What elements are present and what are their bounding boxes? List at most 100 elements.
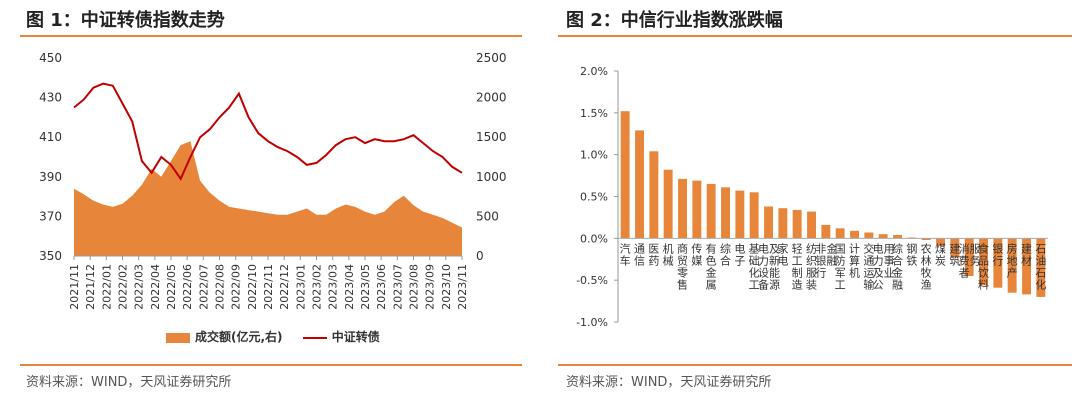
svg-text:品: 品 [978, 254, 989, 267]
category-label: 建筑 [949, 241, 960, 267]
x-axis-tick-label: 2023/02 [311, 264, 324, 310]
x-axis-tick-label: 2023/06 [375, 264, 388, 310]
bottom-rule [20, 364, 522, 366]
industry-bar [921, 238, 931, 240]
industry-bar [878, 234, 888, 239]
category-label: 计算机 [849, 242, 860, 279]
svg-text:车: 车 [620, 253, 631, 267]
svg-text:炭: 炭 [935, 254, 946, 267]
svg-text:轻: 轻 [792, 241, 803, 255]
convertible-index-chart: 450 430 410 390 370 350 2500 2000 1500 1000 500 0 20… [39, 51, 507, 310]
category-label: 钢铁 [906, 242, 917, 267]
svg-text:售: 售 [677, 277, 688, 291]
svg-text:备: 备 [758, 277, 769, 291]
industry-bar [893, 235, 902, 239]
volume-area [74, 141, 462, 256]
industry-bar [778, 208, 788, 239]
svg-text:医: 医 [648, 242, 659, 255]
x-axis-tick-label: 2022/08 [214, 264, 227, 310]
industry-bar [692, 180, 702, 239]
industry-bar [821, 224, 831, 239]
x-axis-tick-label: 2022/02 [117, 264, 130, 310]
svg-text:新: 新 [769, 253, 780, 267]
svg-text:煤: 煤 [935, 242, 946, 255]
svg-text:通: 通 [863, 254, 874, 267]
industry-change-chart: 2.0%1.5%1.0%0.5%0.0%-0.5%-1.0%汽车通信医药机械商贸… [576, 65, 1048, 329]
x-axis-tick-label: 2023/08 [408, 264, 421, 310]
svg-text:零: 零 [677, 266, 688, 279]
industry-bar [735, 190, 745, 239]
svg-text:油: 油 [1035, 253, 1046, 267]
index-line [73, 82, 463, 181]
svg-text:电: 电 [873, 242, 884, 255]
x-axis-tick-label: 2023/11 [456, 264, 469, 310]
industry-bar [678, 178, 687, 239]
x-axis-tick-label: 2023/09 [424, 264, 437, 310]
svg-text:房: 房 [1007, 242, 1018, 255]
svg-text:机: 机 [849, 265, 860, 279]
right-axis-tick-label: 1500 [476, 130, 507, 144]
category-label: 汽车 [620, 241, 631, 267]
bottom-rule [558, 364, 1072, 366]
x-axis-tick-label: 2022/11 [262, 264, 275, 310]
category-label: 传媒 [691, 242, 702, 267]
industry-bar [979, 238, 988, 286]
svg-text:银: 银 [992, 241, 1003, 255]
svg-text:贸: 贸 [677, 254, 688, 267]
industry-bar [1022, 238, 1031, 295]
x-axis-tick-label: 2023/07 [391, 264, 404, 310]
figure-2-source: 资料来源：WIND，天风证券研究所 [566, 375, 772, 390]
right-axis-tick-label: 2500 [476, 51, 507, 65]
svg-text:能: 能 [769, 265, 780, 279]
industry-bar [1036, 238, 1046, 297]
svg-text:造: 造 [792, 277, 803, 291]
industry-bar [792, 209, 802, 239]
svg-text:业: 业 [884, 266, 895, 279]
svg-text:计: 计 [849, 242, 860, 255]
left-axis-tick-label: 390 [39, 170, 62, 184]
y-axis-tick-label: -1.0% [576, 316, 608, 329]
svg-text:农: 农 [921, 241, 932, 255]
svg-text:金: 金 [826, 241, 837, 255]
x-axis-tick-label: 2022/01 [100, 264, 113, 310]
category-label: 电子 [734, 242, 745, 267]
x-axis-tick-label: 2023/05 [359, 264, 372, 310]
industry-bar [663, 169, 673, 239]
svg-text:建: 建 [949, 241, 960, 255]
x-axis-tick-label: 2022/10 [246, 264, 259, 310]
svg-text:源: 源 [769, 277, 780, 291]
svg-text:公: 公 [873, 278, 884, 291]
top-rule [20, 35, 522, 37]
industry-bar [764, 206, 773, 239]
industry-bar [706, 183, 716, 239]
svg-text:属: 属 [706, 278, 717, 291]
figure-2-title: 图 2：中信行业指数涨跌幅 [566, 10, 783, 31]
svg-text:筑: 筑 [949, 253, 960, 267]
svg-text:建: 建 [1021, 241, 1032, 255]
svg-text:商: 商 [677, 241, 688, 255]
svg-text:银: 银 [815, 253, 826, 267]
right-axis-tick-label: 0 [476, 249, 484, 263]
figure-1-title: 图 1：中证转债指数走势 [26, 10, 225, 31]
svg-text:行: 行 [815, 266, 826, 279]
x-axis-tick-label: 2023/10 [440, 264, 453, 310]
svg-text:事: 事 [884, 254, 895, 267]
x-axis-tick-label: 2021/12 [84, 264, 97, 310]
svg-text:金: 金 [706, 265, 717, 279]
svg-text:食: 食 [978, 241, 989, 255]
svg-text:服: 服 [806, 266, 817, 279]
y-axis-tick-label: 2.0% [580, 65, 608, 78]
svg-text:子: 子 [734, 254, 745, 267]
category-label: 煤炭 [935, 242, 946, 267]
category-label: 医药 [648, 242, 659, 267]
svg-text:产: 产 [1007, 265, 1018, 279]
svg-text:设: 设 [758, 266, 769, 279]
